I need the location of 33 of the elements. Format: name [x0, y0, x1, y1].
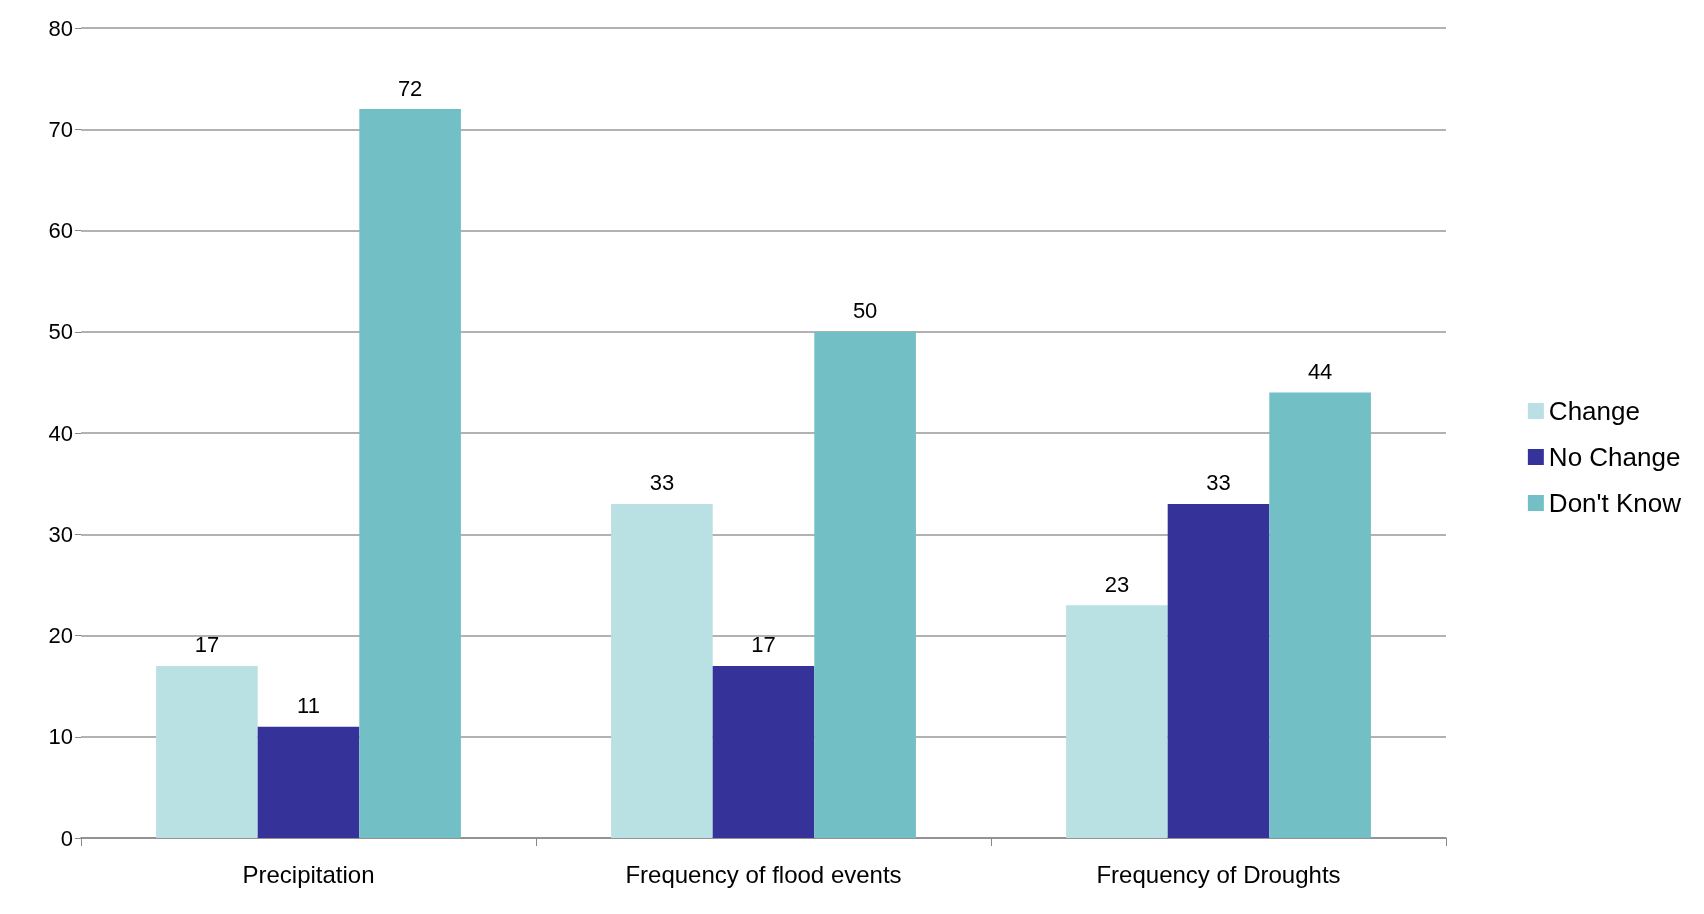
y-tick-label: 80: [48, 15, 73, 41]
bar: [257, 726, 360, 838]
legend-label: Change: [1548, 396, 1640, 426]
y-tick-label: 60: [48, 218, 73, 243]
bar: [1066, 605, 1168, 838]
y-tick-label: 50: [48, 319, 73, 345]
legend-label: Don't Know: [1548, 488, 1682, 518]
y-tick-label: 70: [48, 116, 73, 142]
data-label: 33: [649, 470, 675, 496]
bar: [156, 665, 258, 838]
x-tick-label: Frequency of flood events: [625, 860, 902, 888]
data-label: 72: [397, 75, 423, 101]
x-tick-label: Precipitation: [242, 860, 375, 888]
bar: [712, 665, 815, 838]
bar: [611, 503, 713, 838]
data-label: 44: [1307, 359, 1333, 384]
legend-label: No Change: [1548, 442, 1681, 472]
bar: [359, 109, 461, 838]
x-tick-label: Frequency of Droughts: [1096, 860, 1341, 888]
data-label: 23: [1104, 571, 1130, 597]
data-label: 33: [1206, 470, 1231, 496]
y-tick-label: 10: [48, 724, 73, 750]
data-label: 17: [194, 632, 220, 658]
y-tick-label: 20: [48, 623, 73, 648]
y-tick-label: 40: [48, 420, 73, 446]
y-tick-label: 30: [48, 521, 73, 547]
data-label: 50: [852, 298, 878, 324]
data-label: 17: [751, 632, 776, 658]
data-label: 11: [297, 693, 320, 719]
bar: [1167, 503, 1270, 838]
bar: [1269, 392, 1371, 838]
bar: [814, 331, 916, 838]
y-tick-label: 0: [60, 825, 73, 851]
